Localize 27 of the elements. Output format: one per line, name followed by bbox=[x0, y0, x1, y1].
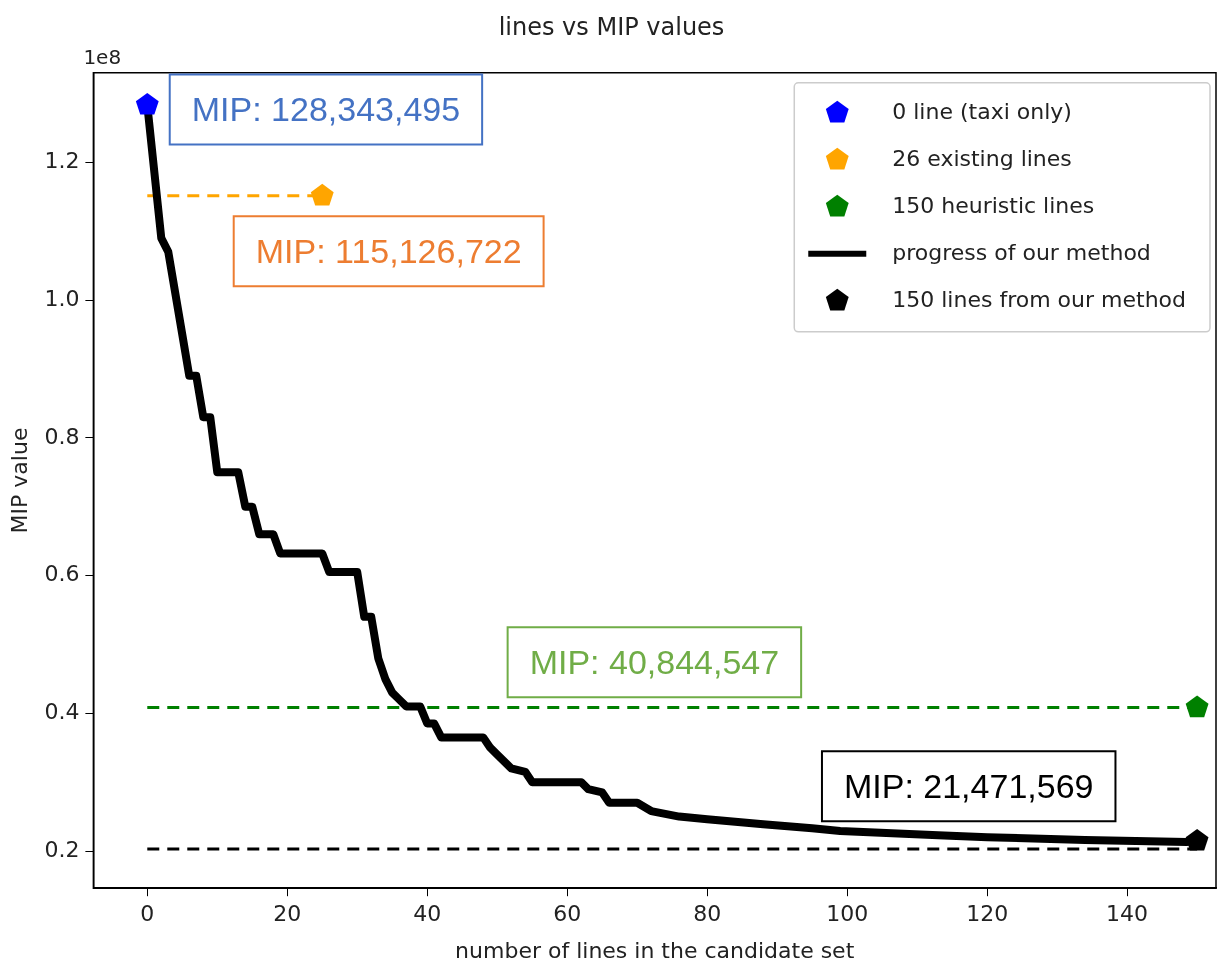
annotation: MIP: 115,126,722 bbox=[255, 231, 522, 270]
chart-title: lines vs MIP values bbox=[498, 12, 725, 41]
x-tick-label: 120 bbox=[966, 901, 1009, 927]
x-tick-label: 100 bbox=[826, 901, 869, 927]
legend-label: 0 line (taxi only) bbox=[892, 98, 1072, 124]
x-tick-label: 60 bbox=[553, 901, 582, 927]
x-tick-label: 40 bbox=[413, 901, 442, 927]
x-tick-label: 80 bbox=[693, 901, 722, 927]
annotation: MIP: 40,844,547 bbox=[529, 642, 780, 681]
text: 1e8 bbox=[83, 45, 122, 69]
legend-label: 26 existing lines bbox=[892, 145, 1072, 171]
legend-label: progress of our method bbox=[892, 239, 1151, 265]
x-tick-label: 140 bbox=[1106, 901, 1149, 927]
annotation: MIP: 128,343,495 bbox=[191, 89, 461, 128]
legend-label: 150 lines from our method bbox=[892, 286, 1186, 312]
y-tick-label: 0.6 bbox=[44, 561, 80, 587]
y-tick-label: 1.0 bbox=[44, 285, 80, 311]
y-tick-label: 0.4 bbox=[44, 698, 80, 724]
y-tick-label: 0.8 bbox=[44, 423, 80, 449]
y-tick-label: 0.2 bbox=[44, 836, 80, 862]
y-axis-title: MIP value bbox=[6, 427, 32, 534]
legend-label: 150 heuristic lines bbox=[892, 192, 1095, 218]
x-axis-title: number of lines in the candidate set bbox=[455, 937, 855, 963]
x-tick-label: 20 bbox=[273, 901, 302, 927]
x-tick-label: 0 bbox=[140, 901, 155, 927]
annotation: MIP: 21,471,569 bbox=[843, 766, 1094, 805]
y-tick-label: 1.2 bbox=[44, 148, 80, 174]
